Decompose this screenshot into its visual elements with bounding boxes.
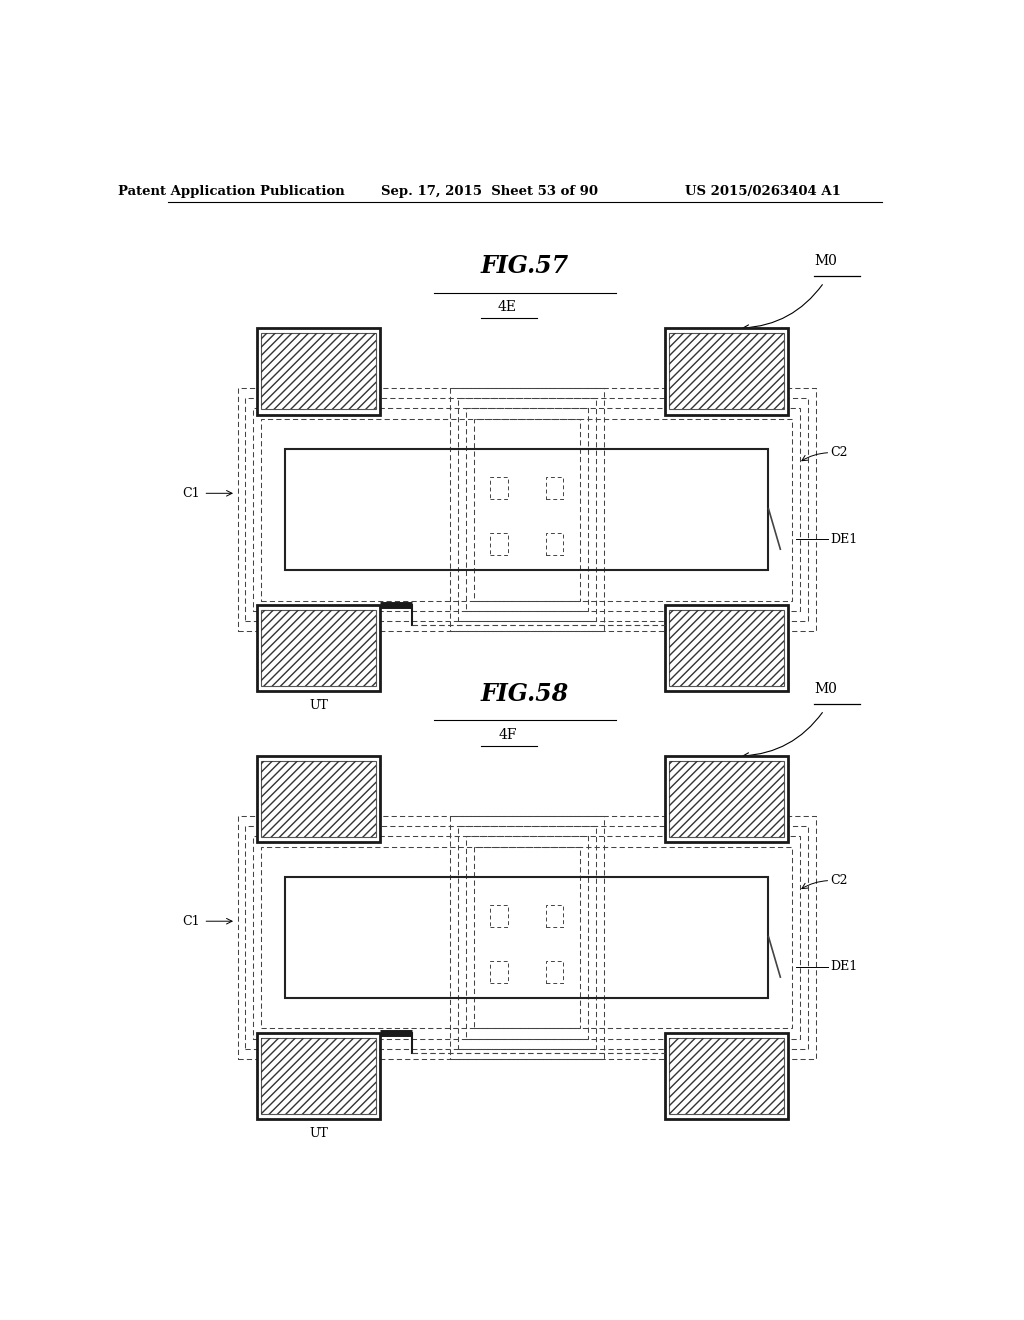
- Bar: [257, 756, 380, 842]
- Bar: [253, 408, 588, 611]
- Text: Patent Application Publication: Patent Application Publication: [118, 185, 344, 198]
- Bar: [670, 1038, 784, 1114]
- Bar: [246, 826, 596, 1049]
- Bar: [666, 1032, 788, 1119]
- Text: DE1: DE1: [830, 961, 857, 973]
- Bar: [257, 1032, 380, 1119]
- Bar: [670, 762, 784, 837]
- Text: C2: C2: [830, 874, 848, 887]
- Bar: [670, 762, 784, 837]
- Bar: [458, 826, 808, 1049]
- Bar: [670, 333, 784, 409]
- Bar: [257, 329, 380, 414]
- Text: C1: C1: [182, 915, 200, 928]
- Bar: [466, 837, 800, 1039]
- Bar: [490, 477, 508, 499]
- Text: UT: UT: [309, 700, 329, 711]
- Bar: [261, 846, 580, 1028]
- Text: FIG.58: FIG.58: [480, 682, 569, 706]
- Bar: [666, 756, 788, 842]
- Text: UT: UT: [309, 1127, 329, 1140]
- Bar: [261, 333, 377, 409]
- Text: C2: C2: [830, 446, 848, 459]
- Bar: [261, 610, 377, 686]
- Bar: [261, 762, 377, 837]
- Text: 4E: 4E: [498, 300, 517, 314]
- Bar: [261, 762, 377, 837]
- Bar: [670, 610, 784, 686]
- Text: 4F: 4F: [498, 727, 516, 742]
- Bar: [450, 388, 816, 631]
- Bar: [546, 906, 563, 928]
- Text: DE1: DE1: [830, 532, 857, 545]
- Bar: [238, 388, 604, 631]
- Bar: [253, 837, 588, 1039]
- Text: US 2015/0263404 A1: US 2015/0263404 A1: [685, 185, 841, 198]
- Bar: [670, 333, 784, 409]
- Bar: [474, 846, 793, 1028]
- Bar: [261, 1038, 377, 1114]
- Bar: [546, 533, 563, 556]
- Bar: [246, 399, 596, 620]
- Bar: [474, 418, 793, 601]
- Bar: [666, 605, 788, 690]
- Bar: [285, 449, 768, 570]
- Bar: [450, 816, 816, 1059]
- Text: FIG.57: FIG.57: [480, 253, 569, 279]
- Bar: [261, 1038, 377, 1114]
- Bar: [261, 333, 377, 409]
- Bar: [546, 477, 563, 499]
- Bar: [490, 906, 508, 928]
- Bar: [670, 610, 784, 686]
- Bar: [466, 408, 800, 611]
- Text: C1: C1: [182, 487, 200, 500]
- Bar: [546, 961, 563, 983]
- Bar: [261, 610, 377, 686]
- Bar: [285, 876, 768, 998]
- Bar: [261, 418, 580, 601]
- Text: Sep. 17, 2015  Sheet 53 of 90: Sep. 17, 2015 Sheet 53 of 90: [381, 185, 598, 198]
- Text: M0: M0: [814, 682, 838, 696]
- Bar: [458, 399, 808, 620]
- Text: M0: M0: [814, 253, 838, 268]
- Bar: [490, 533, 508, 556]
- Bar: [670, 1038, 784, 1114]
- Bar: [666, 329, 788, 414]
- Bar: [490, 961, 508, 983]
- Bar: [238, 816, 604, 1059]
- Bar: [257, 605, 380, 690]
